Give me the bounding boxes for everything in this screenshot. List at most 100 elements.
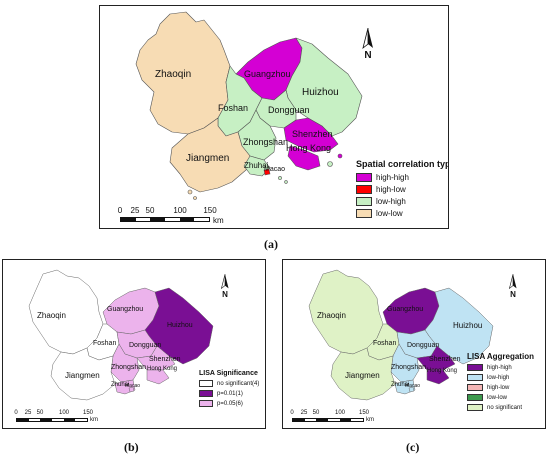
scale-bar-b: 0 25 50 100 150 km — [13, 410, 113, 426]
map-b-canvas — [28, 269, 214, 401]
legend-label: no significant(4) — [217, 380, 260, 387]
scale-bar-c: 0 25 50 100 150 km — [289, 410, 389, 426]
island — [187, 189, 193, 195]
city-label-foshan: Foshan — [93, 340, 117, 347]
city-label-macao: Macao — [264, 166, 286, 173]
scale-tick-label: 150 — [82, 410, 94, 416]
scale-unit: km — [213, 216, 224, 225]
region-zhongshan — [390, 343, 420, 383]
city-label-zhaoqin: Zhaoqin — [37, 311, 66, 320]
legend-label: low-high — [376, 197, 406, 206]
legend-label: high-high — [487, 364, 512, 371]
city-label-hongkong: Hong Kong — [286, 143, 332, 153]
legend-item: p=0.01(1) — [199, 390, 259, 397]
caption-a: (a) — [264, 237, 278, 251]
north-arrow-icon — [508, 274, 517, 290]
region-huizhou — [144, 287, 214, 365]
city-label-zhuhai: Zhuhai — [391, 382, 410, 388]
north-arrow-b: N — [217, 274, 233, 299]
legend-c: LISA Aggregation high-high low-high high… — [467, 352, 534, 414]
scale-unit: km — [366, 417, 374, 423]
scale-tick-label: 150 — [358, 410, 370, 416]
legend-swatch — [356, 185, 372, 194]
map-a-canvas — [135, 11, 363, 200]
city-label-dongguan: Dongguan — [407, 342, 440, 349]
legend-swatch — [356, 173, 372, 182]
legend-title: LISA Aggregation — [467, 352, 534, 361]
legend-label: low-low — [487, 394, 508, 401]
region-hongkong — [287, 145, 321, 171]
scale-tick-label: 0 — [14, 410, 18, 416]
legend-swatch — [467, 364, 483, 371]
island — [278, 176, 282, 180]
city-label-foshan: Foshan — [218, 103, 249, 113]
map-panel-c: Zhaoqin Guangzhou Huizhou Foshan Donggua… — [282, 259, 546, 429]
north-arrow-a: N — [358, 28, 378, 61]
scale-tick-label: 50 — [312, 410, 320, 416]
scale-tick-label: 100 — [58, 410, 70, 416]
legend-item: no significant — [467, 404, 534, 411]
legend-a: Spatial correlation types high-high high… — [356, 159, 448, 221]
region-macao — [128, 386, 135, 393]
island — [284, 180, 288, 184]
legend-item: low-low — [356, 209, 448, 218]
legend-item: low-high — [467, 374, 534, 381]
legend-swatch — [356, 209, 372, 218]
scale-tick-label: 25 — [300, 410, 308, 416]
city-label-zhongshan: Zhongshan — [391, 364, 427, 371]
legend-swatch — [199, 390, 213, 397]
north-arrow-icon — [220, 274, 229, 290]
legend-swatch — [467, 374, 483, 381]
legend-item: high-high — [467, 364, 534, 371]
scale-tick-label: 0 — [290, 410, 294, 416]
city-label-zhuhai: Zhuhai — [111, 382, 130, 388]
city-label-zhaoqin: Zhaoqin — [155, 69, 192, 80]
legend-item: no significant(4) — [199, 380, 259, 387]
scale-bar-graphic — [292, 418, 364, 422]
region-shenzhen — [283, 117, 339, 153]
legend-swatch — [467, 394, 483, 401]
city-label-dongguan: Dongguan — [129, 342, 162, 349]
city-label-huizhou: Huizhou — [167, 322, 193, 329]
city-label-hongkong: Hong Kong — [427, 368, 458, 374]
legend-item: low-low — [467, 394, 534, 401]
legend-label: low-low — [376, 209, 403, 218]
legend-swatch — [467, 384, 483, 391]
map-panel-b: Zhaoqin Guangzhou Huizhou Foshan Donggua… — [2, 259, 266, 429]
legend-swatch — [199, 380, 213, 387]
city-label-macao: Macao — [125, 383, 141, 389]
region-macao — [408, 386, 415, 393]
island — [337, 153, 343, 159]
island — [327, 161, 333, 167]
north-label: N — [510, 290, 516, 299]
city-label-foshan: Foshan — [373, 340, 397, 347]
caption-b: (b) — [124, 440, 139, 454]
region-jiangmen — [169, 117, 251, 193]
city-label-huizhou: Huizhou — [302, 87, 339, 98]
legend-title: LISA Significance — [199, 370, 258, 377]
legend-title: Spatial correlation types — [356, 159, 448, 169]
legend-label: p=0.01(1) — [217, 390, 243, 397]
caption-c: (c) — [406, 440, 420, 454]
city-label-jiangmen: Jiangmen — [186, 153, 230, 164]
legend-swatch — [467, 404, 483, 411]
city-label-shenzhen: Shenzhen — [149, 356, 181, 363]
city-label-shenzhen: Shenzhen — [292, 129, 333, 139]
north-arrow-c: N — [505, 274, 521, 299]
scale-bar-graphic — [120, 217, 210, 222]
city-label-guangzhou: Guangzhou — [387, 306, 424, 313]
legend-swatch — [199, 400, 213, 407]
scale-ticks: 0 25 50 100 150 — [289, 410, 389, 418]
legend-label: high-low — [487, 384, 510, 391]
north-arrow-icon — [362, 28, 373, 50]
legend-item: p=0.05(6) — [199, 400, 259, 407]
city-label-hongkong: Hong Kong — [147, 366, 178, 372]
scale-ticks: 0 25 50 100 150 — [13, 410, 113, 418]
region-macao — [263, 168, 271, 176]
map-c-canvas — [308, 269, 494, 401]
region-hongkong — [426, 369, 450, 385]
scale-tick-label: 50 — [145, 206, 155, 215]
city-label-zhaoqin: Zhaoqin — [317, 311, 346, 320]
scale-tick-label: 150 — [203, 206, 217, 215]
scale-tick-label: 25 — [130, 206, 140, 215]
